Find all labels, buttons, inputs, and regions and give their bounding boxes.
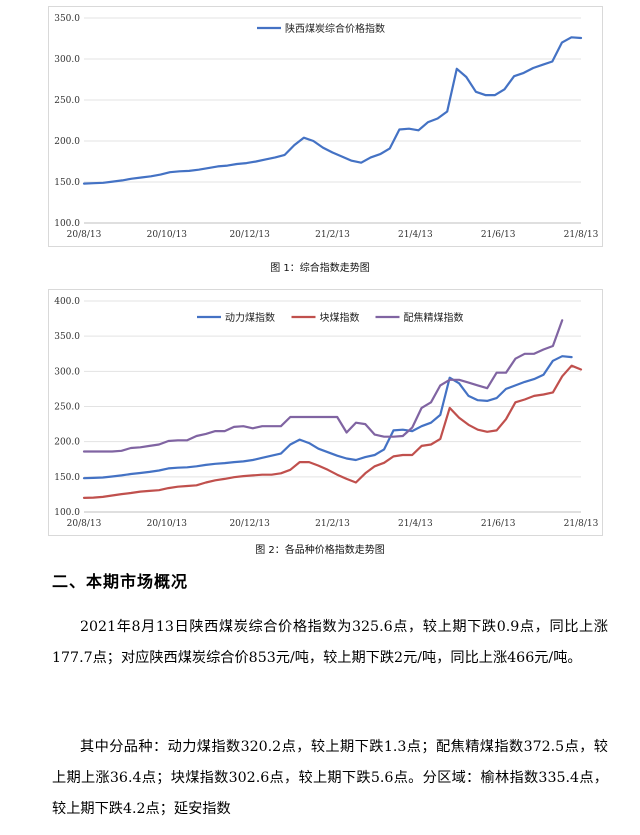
- x-tick-label: 21/6/13: [481, 519, 516, 529]
- x-tick-label: 20/12/13: [229, 519, 270, 529]
- series-line-1: [82, 355, 573, 480]
- chart-1-container: 100.0 150.0 200.0 250.0 300.0 350.0 20/8/13 20/…: [48, 6, 603, 247]
- series-line-1: [82, 36, 583, 185]
- category-index-chart: 100.0 150.0 200.0 250.0 300.0 350.0 400.0 20/8/…: [54, 297, 599, 529]
- legend-label: 动力煤指数: [225, 311, 275, 324]
- legend-label: 配焦精煤指数: [404, 311, 464, 324]
- x-tick-label: 21/2/13: [315, 519, 350, 529]
- x-tick-label: 20/10/13: [147, 230, 188, 240]
- y-tick-label: 100.0: [54, 219, 80, 229]
- legend-label: 陕西煤炭综合价格指数: [285, 22, 385, 35]
- legend-label: 块煤指数: [320, 311, 360, 324]
- y-tick-label: 150.0: [54, 473, 80, 483]
- x-tick-label: 20/8/13: [67, 519, 102, 529]
- market-overview-paragraph-1: 2021年8月13日陕西煤炭综合价格指数为325.6点，较上期下跌0.9点，同比…: [52, 619, 608, 666]
- y-tick-label: 200.0: [54, 438, 80, 448]
- market-overview-paragraph-2: 其中分品种：动力煤指数320.2点，较上期下跌1.3点；配焦精煤指数372.5点…: [52, 739, 608, 817]
- x-tick-label: 21/8/13: [564, 230, 599, 240]
- x-tick-label: 21/6/13: [481, 230, 516, 240]
- y-tick-label: 400.0: [54, 297, 80, 307]
- series-line-2: [82, 364, 583, 499]
- x-tick-label: 21/4/13: [398, 519, 433, 529]
- x-tick-label: 20/8/13: [67, 230, 102, 240]
- series-line-3: [82, 319, 564, 453]
- chart-2-container: 100.0 150.0 200.0 250.0 300.0 350.0 400.0 20/8/…: [48, 289, 603, 536]
- x-tick-label: 20/10/13: [147, 519, 188, 529]
- y-tick-label: 150.0: [54, 178, 80, 188]
- y-tick-label: 100.0: [54, 508, 80, 518]
- y-tick-label: 350.0: [54, 332, 80, 342]
- y-tick-label: 250.0: [54, 96, 80, 106]
- composite-index-chart: 100.0 150.0 200.0 250.0 300.0 350.0 20/8/13 20/…: [54, 14, 599, 240]
- x-tick-label: 21/4/13: [398, 230, 433, 240]
- y-tick-label: 250.0: [54, 403, 80, 413]
- y-tick-label: 200.0: [54, 137, 80, 147]
- y-tick-label: 300.0: [54, 55, 80, 65]
- figure-1-caption: 图 1：综合指数走势图: [270, 263, 370, 274]
- section-heading: 二、本期市场概况: [52, 572, 189, 591]
- x-tick-label: 21/8/13: [564, 519, 599, 529]
- x-tick-label: 20/12/13: [229, 230, 270, 240]
- y-tick-label: 300.0: [54, 367, 80, 377]
- figure-2-caption: 图 2：各品种价格指数走势图: [255, 545, 385, 556]
- y-tick-label: 350.0: [54, 14, 80, 24]
- x-tick-label: 21/2/13: [315, 230, 350, 240]
